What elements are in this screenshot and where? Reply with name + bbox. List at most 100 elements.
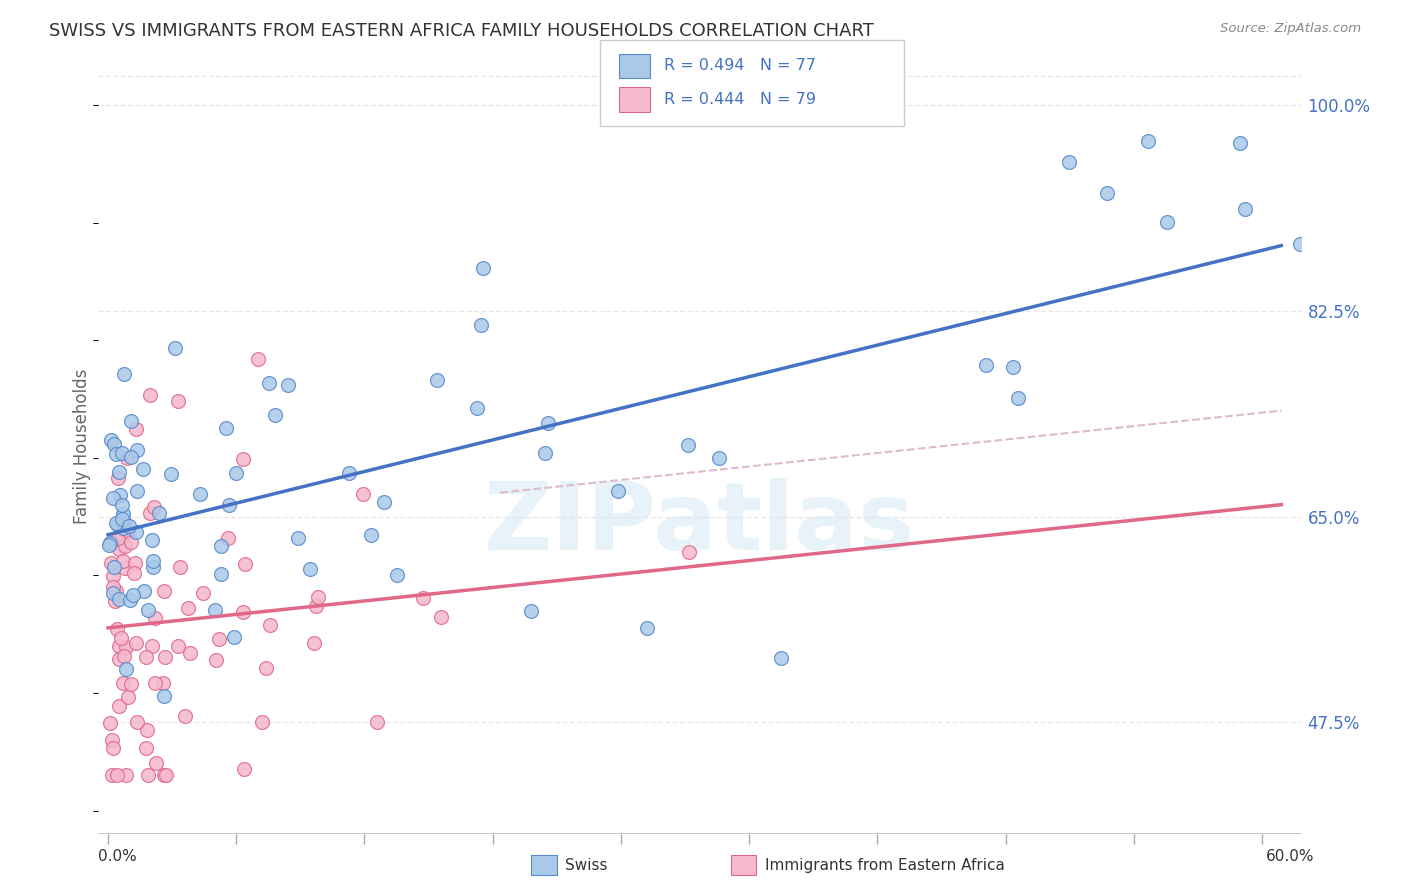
Point — [232, 762, 254, 776]
Point — [136, 768, 159, 782]
Point — [1136, 134, 1159, 148]
Point — [110, 498, 132, 512]
Point — [533, 446, 555, 460]
Point — [142, 560, 165, 574]
Point — [135, 650, 157, 665]
Point — [132, 461, 155, 475]
Point — [115, 768, 138, 782]
Point — [107, 531, 129, 545]
Point — [152, 583, 174, 598]
Point — [430, 609, 453, 624]
Point — [217, 532, 239, 546]
Point — [125, 715, 148, 730]
Point — [225, 466, 247, 480]
Point — [101, 580, 124, 594]
Point — [98, 715, 121, 730]
Point — [104, 594, 127, 608]
Point — [98, 538, 121, 552]
Point — [120, 450, 142, 465]
Point — [120, 535, 142, 549]
Point — [105, 768, 128, 782]
Point — [100, 433, 122, 447]
Point — [111, 528, 134, 542]
Point — [209, 539, 232, 553]
Point — [191, 586, 214, 600]
Point — [138, 388, 160, 402]
Point — [148, 506, 170, 520]
Point — [143, 676, 166, 690]
Point — [636, 621, 658, 635]
Point — [125, 422, 148, 436]
Point — [114, 539, 136, 553]
Point — [107, 471, 129, 485]
Point — [209, 566, 232, 581]
Point — [104, 516, 127, 530]
Point — [426, 374, 449, 388]
Point — [103, 437, 125, 451]
Point — [115, 451, 138, 466]
Point — [188, 487, 211, 501]
Point — [155, 768, 177, 782]
Point — [1156, 215, 1178, 229]
Point — [110, 488, 132, 502]
Point — [105, 622, 128, 636]
Point — [1007, 391, 1029, 405]
Point — [124, 556, 146, 570]
Point — [111, 554, 134, 568]
Point — [537, 417, 560, 431]
Point — [100, 556, 122, 570]
Y-axis label: Family Households: Family Households — [73, 368, 91, 524]
Point — [250, 715, 273, 730]
Point — [108, 466, 131, 480]
Text: 0.0%: 0.0% — [98, 849, 138, 864]
Point — [103, 491, 125, 505]
Text: 60.0%: 60.0% — [1267, 849, 1315, 864]
Point — [103, 559, 125, 574]
Point — [120, 414, 142, 428]
Point — [159, 467, 181, 481]
Point — [101, 569, 124, 583]
Point — [373, 494, 395, 508]
Point — [108, 541, 131, 556]
Point — [298, 562, 321, 576]
Point — [108, 639, 131, 653]
Point — [174, 709, 197, 723]
Point — [142, 554, 165, 568]
Point — [208, 632, 231, 646]
Point — [167, 393, 190, 408]
Point — [143, 500, 166, 514]
Point — [117, 524, 139, 538]
Point — [277, 378, 299, 392]
Point — [114, 662, 136, 676]
Point — [125, 483, 148, 498]
Point — [152, 676, 174, 690]
Point — [678, 545, 700, 559]
Point — [111, 512, 134, 526]
Point — [709, 450, 731, 465]
Point — [112, 367, 135, 381]
Point — [110, 631, 132, 645]
Point — [471, 261, 494, 276]
Point — [337, 466, 360, 480]
Point — [107, 517, 129, 532]
Point — [163, 341, 186, 355]
Point — [254, 661, 277, 675]
Point — [153, 689, 176, 703]
Text: SWISS VS IMMIGRANTS FROM EASTERN AFRICA FAMILY HOUSEHOLDS CORRELATION CHART: SWISS VS IMMIGRANTS FROM EASTERN AFRICA … — [49, 22, 875, 40]
Point — [101, 741, 124, 756]
Point — [167, 639, 190, 653]
Point — [122, 566, 145, 580]
Point — [108, 698, 131, 713]
Point — [607, 483, 630, 498]
Point — [215, 421, 238, 435]
Point — [136, 603, 159, 617]
Point — [676, 438, 699, 452]
Point — [520, 604, 543, 618]
Point — [98, 536, 121, 550]
Point — [366, 715, 388, 730]
Point — [141, 640, 163, 654]
Point — [122, 588, 145, 602]
Point — [141, 533, 163, 548]
Point — [104, 583, 127, 598]
Point — [233, 557, 256, 571]
